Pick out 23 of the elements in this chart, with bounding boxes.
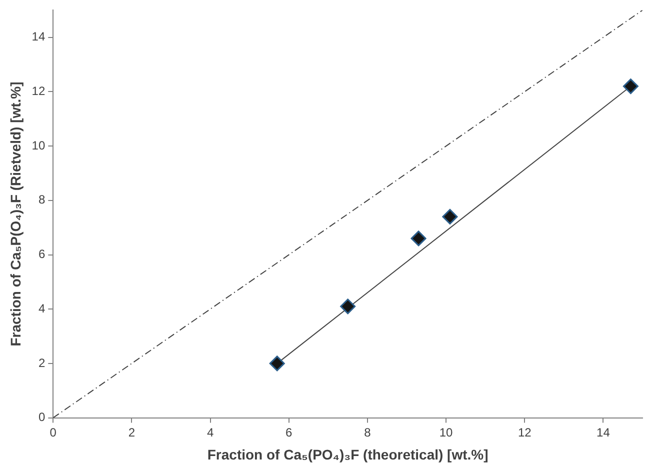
x-tick-label: 2 bbox=[128, 425, 136, 440]
y-tick-label: 6 bbox=[38, 247, 46, 262]
y-tick-label: 2 bbox=[38, 356, 46, 370]
y-tick-label: 8 bbox=[38, 192, 46, 207]
point bbox=[340, 298, 356, 314]
y-tick-label: 12 bbox=[32, 84, 46, 98]
point bbox=[269, 356, 285, 372]
point bbox=[622, 78, 638, 94]
y-axis-title: Fraction of Ca₅P(O₄)₃F (Rietveld) [wt.%] bbox=[7, 82, 24, 346]
point bbox=[410, 230, 426, 246]
x-tick-label: 12 bbox=[518, 425, 532, 440]
x-tick-label: 4 bbox=[206, 425, 214, 440]
x-tick-label: 10 bbox=[439, 425, 454, 440]
x-tick-label: 6 bbox=[286, 425, 293, 440]
x-axis-title: Fraction of Ca₅(PO₄)₃F (theoretical) [wt.%] bbox=[207, 446, 488, 462]
y-tick-label: 4 bbox=[38, 301, 46, 316]
y-tick-label: 10 bbox=[32, 138, 46, 152]
x-tick-label: 8 bbox=[364, 425, 372, 440]
x-tick-label: 0 bbox=[50, 425, 57, 440]
point bbox=[442, 208, 458, 224]
x-tick-label: 14 bbox=[596, 425, 610, 440]
y-tick-label: 14 bbox=[32, 30, 46, 44]
y-tick-label: 0 bbox=[38, 410, 46, 424]
